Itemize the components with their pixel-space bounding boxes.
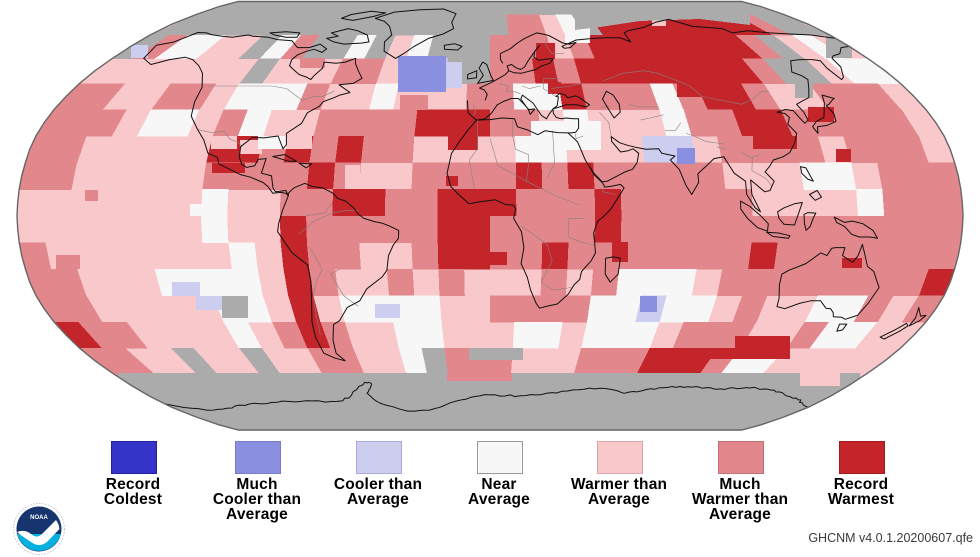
svg-text:NOAA: NOAA: [30, 515, 48, 521]
